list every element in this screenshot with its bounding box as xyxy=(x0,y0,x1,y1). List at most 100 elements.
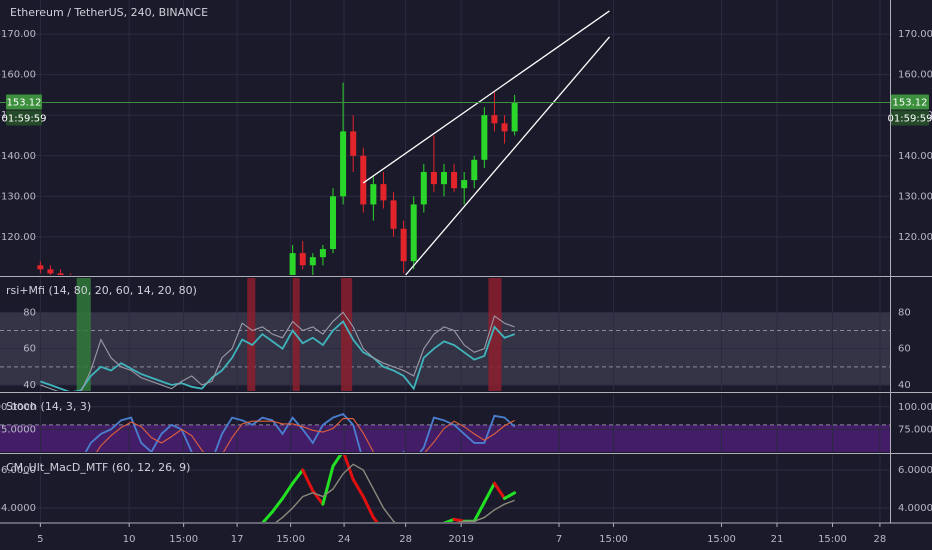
price-label: 153.12 xyxy=(893,98,928,109)
x-tick-label: 7 xyxy=(556,534,562,545)
candle-body xyxy=(511,103,518,132)
candle-body xyxy=(309,257,316,266)
candle-body xyxy=(420,171,427,205)
candle-body xyxy=(370,184,377,205)
x-tick-label: 5 xyxy=(37,534,43,545)
trend-line xyxy=(362,10,610,184)
macd-segment xyxy=(361,495,375,519)
x-tick-label: 28 xyxy=(399,534,412,545)
candle-body xyxy=(380,184,387,201)
macd-segment xyxy=(371,515,379,522)
macd-segment xyxy=(281,481,295,500)
x-tick-label: 15:00 xyxy=(276,534,305,545)
x-tick-label: 15:00 xyxy=(707,534,736,545)
candle-body xyxy=(350,131,357,156)
y-tick-label: 60 xyxy=(898,344,911,355)
series-line xyxy=(84,412,516,452)
y-tick-label: 6.0000 xyxy=(898,465,932,476)
candle-body xyxy=(481,115,488,160)
signal-line xyxy=(275,463,515,522)
y-tick-label-left: 80 xyxy=(23,307,36,318)
y-tick-label: 120.00 xyxy=(898,232,932,243)
y-tick-label: 130.00 xyxy=(898,191,932,202)
x-tick-label: 28 xyxy=(874,534,887,545)
x-tick-label: 21 xyxy=(771,534,784,545)
macd-segment xyxy=(270,496,285,514)
macd-segment xyxy=(291,468,305,485)
highlight xyxy=(247,278,256,391)
candle-body xyxy=(57,273,64,275)
y-tick-label-left: 120.00 xyxy=(1,232,36,243)
macd-segment xyxy=(301,468,315,493)
y-tick-label-left: 130.00 xyxy=(1,191,36,202)
panel-title: Stoch (14, 3, 3) xyxy=(6,400,91,413)
price-label-box xyxy=(891,94,929,110)
candle-body xyxy=(299,253,306,266)
candle-body xyxy=(471,159,478,181)
candle-body xyxy=(461,180,468,189)
y-tick-label: 140.00 xyxy=(898,151,932,162)
x-tick-label: 2019 xyxy=(448,534,473,545)
price-label-box xyxy=(6,94,42,110)
y-tick-label-left: 40 xyxy=(23,380,36,391)
y-tick-label-left: 6.0000 xyxy=(1,465,36,476)
macd-segment xyxy=(472,500,486,522)
panel xyxy=(0,278,890,391)
y-tick-label-left: 160.00 xyxy=(1,70,36,81)
highlight xyxy=(341,278,353,391)
price-label: 153.12 xyxy=(7,98,42,109)
candle-body xyxy=(501,123,508,132)
macd-segment xyxy=(321,464,335,506)
candle-body xyxy=(360,155,367,205)
panel-title: CM_Ult_MacD_MTF (60, 12, 26, 9) xyxy=(6,461,190,474)
panel xyxy=(0,394,890,452)
candle-body xyxy=(47,269,54,274)
series-line xyxy=(96,417,515,452)
candle-body xyxy=(440,171,447,185)
candle-body xyxy=(329,196,336,250)
x-tick-label: 15:00 xyxy=(599,534,628,545)
candle-body xyxy=(451,171,458,189)
candle-body xyxy=(491,115,498,124)
y-tick-label: 100.0000 xyxy=(898,402,932,413)
y-tick-label-left: 140.00 xyxy=(1,151,36,162)
highlight xyxy=(488,278,502,391)
highlight xyxy=(76,278,91,391)
macd-segment xyxy=(503,491,517,500)
x-tick-label: 15:00 xyxy=(169,534,198,545)
panel xyxy=(0,455,890,522)
candle-body xyxy=(37,265,44,270)
y-tick-label: 40 xyxy=(898,380,911,391)
macd-segment xyxy=(482,481,496,504)
macd-segment xyxy=(331,455,343,468)
x-tick-label: 17 xyxy=(231,534,244,545)
y-tick-label: 160.00 xyxy=(898,70,932,81)
series-line xyxy=(40,319,515,391)
y-tick-label-left: 75.0000 xyxy=(0,424,36,435)
y-tick-label-left: 100.0000 xyxy=(0,402,36,413)
countdown-label: 01:59:59 xyxy=(2,114,47,125)
candle-body xyxy=(430,171,437,185)
candle-body xyxy=(400,228,407,262)
x-tick-label: 15:00 xyxy=(818,534,847,545)
macd-segment xyxy=(261,510,274,522)
candle-body xyxy=(319,249,326,258)
candle-body xyxy=(289,253,296,275)
y-tick-label: 75.0000 xyxy=(898,424,932,435)
y-tick-label: 4.0000 xyxy=(898,503,932,514)
macd-segment xyxy=(351,477,365,499)
series-line xyxy=(40,311,515,391)
trend-line xyxy=(405,36,610,276)
macd-segment xyxy=(342,455,355,481)
countdown-box xyxy=(891,110,929,126)
candle-body xyxy=(340,131,347,197)
y-tick-label-left: 60 xyxy=(23,344,36,355)
y-tick-label: 80 xyxy=(898,307,911,318)
y-tick-label-left: 4.0000 xyxy=(1,503,36,514)
countdown-box xyxy=(6,110,42,126)
x-tick-label: 10 xyxy=(123,534,136,545)
panel-title: rsi+Mfi (14, 80, 20, 60, 14, 20, 80) xyxy=(6,284,197,297)
x-tick-label: 24 xyxy=(338,534,351,545)
